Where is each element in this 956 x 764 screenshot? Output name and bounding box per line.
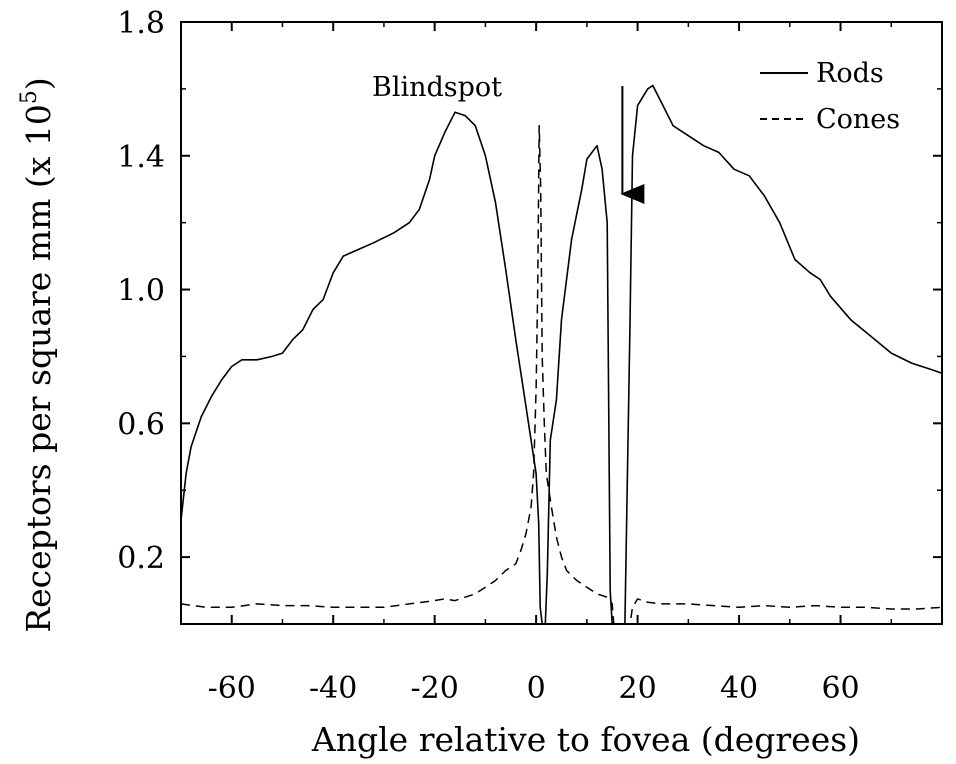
y-tick-label: 1.4 (117, 140, 165, 175)
plot-area (180, 84, 943, 625)
y-axis-title-exponent: 5 (17, 90, 42, 104)
y-tick-label: 1.0 (117, 274, 165, 309)
y-axis-title: Receptors per square mm (x 105) (17, 77, 58, 632)
x-tick-label: 40 (720, 671, 758, 706)
axes: -60 -40 -20 0 20 40 60 0.2 0.6 1.0 1.4 1.8 (117, 6, 943, 706)
legend: Rods Cones (760, 58, 900, 135)
y-axis-title-close: ) (19, 77, 58, 90)
x-tick-label: -20 (411, 671, 459, 706)
y-tick-label: 1.8 (117, 6, 165, 41)
y-axis-title-main: Receptors per square mm (19, 199, 58, 633)
plot-frame (180, 21, 943, 625)
legend-cones-label: Cones (816, 104, 900, 135)
legend-rods-label: Rods (816, 58, 884, 89)
series-line-rods (180, 84, 943, 625)
x-tick-label: 60 (821, 671, 859, 706)
x-axis-title: Angle relative to fovea (degrees) (311, 720, 860, 759)
blindspot-label: Blindspot (372, 72, 502, 103)
blindspot-annotation: Blindspot (372, 72, 645, 204)
x-tick-label: 0 (527, 671, 546, 706)
x-tick-label: -40 (309, 671, 357, 706)
y-tick-label: 0.6 (117, 407, 165, 442)
y-tick-label: 0.2 (117, 541, 165, 576)
x-tick-label: -60 (208, 671, 256, 706)
y-axis-title-suffix: (x 10 (19, 104, 58, 188)
x-tick-label: 20 (619, 671, 657, 706)
series-line-cones (180, 124, 943, 625)
